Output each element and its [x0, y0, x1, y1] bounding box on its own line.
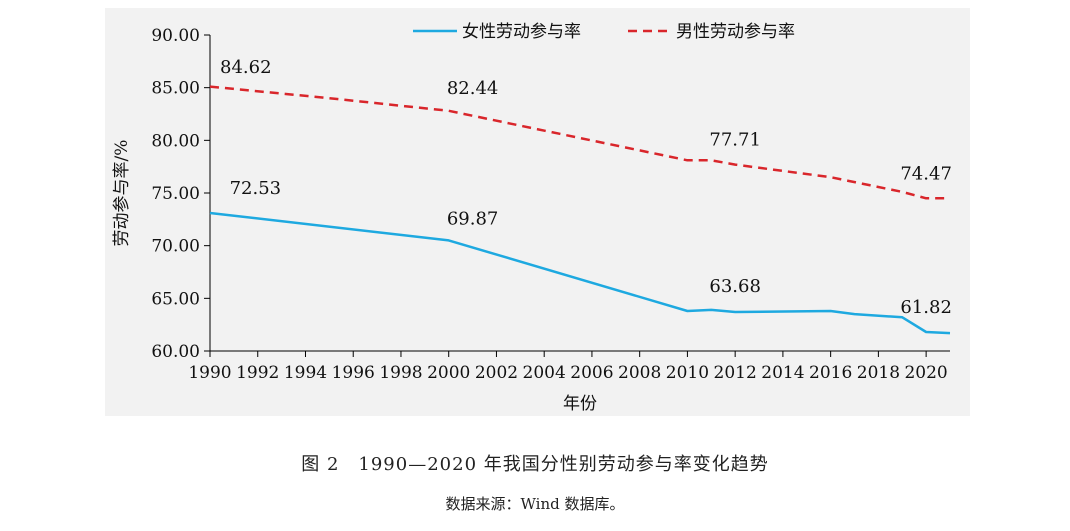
x-tick-label: 1992	[236, 363, 279, 383]
x-tick-label: 2010	[666, 363, 709, 383]
x-tick-label: 1994	[284, 363, 327, 383]
y-tick-label: 80.00	[151, 131, 200, 151]
y-tick-label: 70.00	[151, 237, 200, 257]
figure-caption: 图 2 1990—2020 年我国分性别劳动参与率变化趋势	[301, 454, 769, 475]
data-source-note: 数据来源：Wind 数据库。	[445, 495, 625, 513]
legend-label-male: 男性劳动参与率	[676, 22, 795, 42]
x-tick-label: 1996	[332, 363, 375, 383]
x-tick-label: 2018	[857, 363, 900, 383]
x-axis-title: 年份	[563, 394, 597, 414]
data-label: 61.82	[900, 297, 952, 318]
male-participation-line	[209, 85, 950, 200]
data-label: 69.87	[447, 209, 499, 230]
x-tick-label: 2006	[570, 363, 613, 383]
x-tick-label: 2016	[809, 363, 852, 383]
x-tick-label: 1998	[379, 363, 422, 383]
data-label: 72.53	[230, 178, 282, 199]
x-tick-label: 2020	[904, 363, 947, 383]
x-tick-label: 2012	[714, 363, 757, 383]
female-participation-line	[209, 211, 951, 335]
x-tick-label: 2014	[761, 363, 804, 383]
data-label: 63.68	[709, 276, 761, 297]
chart-background	[105, 8, 970, 416]
x-tick-label: 1990	[188, 363, 231, 383]
x-tick-label: 2002	[475, 363, 518, 383]
legend: 女性劳动参与率 男性劳动参与率	[413, 22, 795, 42]
y-tick-label: 85.00	[151, 79, 200, 99]
y-tick-label: 65.00	[151, 289, 200, 309]
series-layer	[209, 85, 951, 335]
y-tick-label: 75.00	[151, 184, 200, 204]
data-label: 82.44	[447, 78, 499, 99]
y-axis-title: 劳动参与率/%	[112, 140, 132, 247]
y-tick-label: 90.00	[151, 26, 200, 46]
data-label: 84.62	[220, 57, 272, 78]
data-labels: 84.62 82.44 77.71 74.47 72.53 69.87 63.68 61.82	[220, 57, 952, 318]
data-label: 74.47	[900, 163, 952, 184]
data-label: 77.71	[709, 130, 761, 151]
x-tick-label: 2008	[618, 363, 661, 383]
legend-label-female: 女性劳动参与率	[462, 22, 581, 42]
y-tick-label: 60.00	[151, 342, 200, 362]
x-tick-label: 2000	[427, 363, 470, 383]
x-tick-label: 2004	[523, 363, 566, 383]
